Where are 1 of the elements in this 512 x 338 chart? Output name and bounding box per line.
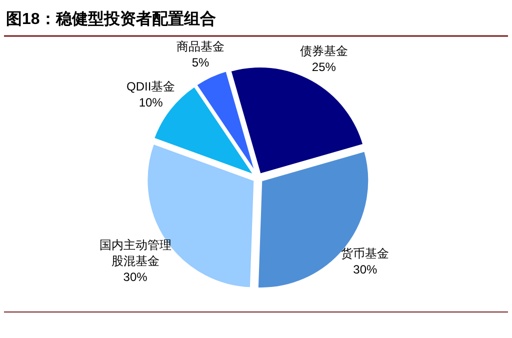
title: 图18：稳健型投资者配置组合	[6, 11, 216, 28]
